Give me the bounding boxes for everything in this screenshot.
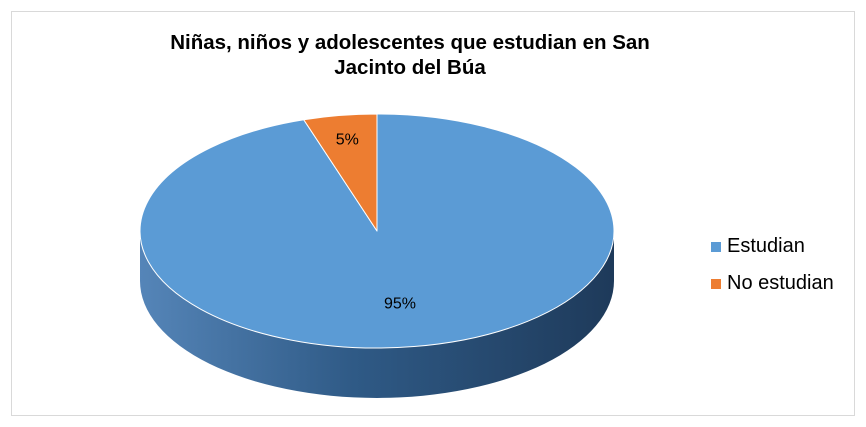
data-label-estudian: 95% (384, 296, 416, 313)
pie-side (140, 231, 614, 398)
chart-title-line-2: Jacinto del Búa (334, 56, 486, 79)
legend-swatch-estudian (711, 241, 721, 252)
chart-title-line-1: Niñas, niños y adolescentes que estudian… (170, 31, 650, 54)
legend-label-estudian: Estudian (727, 235, 805, 257)
legend-label-no-estudian: No estudian (727, 272, 834, 294)
legend: Estudian No estudian (711, 228, 834, 302)
chart-title: Niñas, niños y adolescentes que estudian… (30, 30, 790, 80)
data-label-no-estudian: 5% (336, 132, 359, 149)
legend-item-estudian[interactable]: Estudian (711, 228, 834, 265)
legend-item-no-estudian[interactable]: No estudian (711, 265, 834, 302)
pie-slice-no-estudian (303, 113, 378, 232)
legend-swatch-no-estudian (711, 278, 721, 289)
